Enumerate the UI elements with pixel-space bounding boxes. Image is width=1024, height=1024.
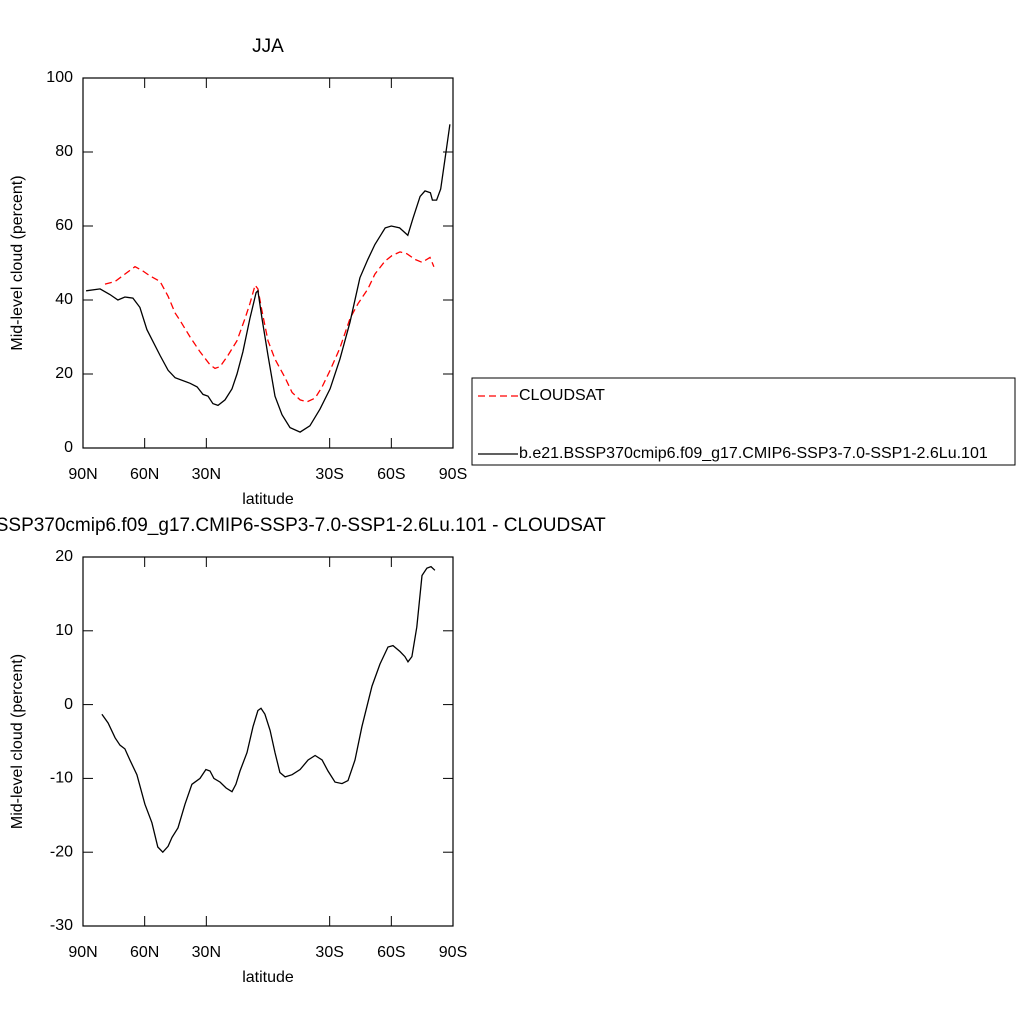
y-tick-label: 0 xyxy=(64,696,73,713)
y-tick-label: -30 xyxy=(50,917,73,934)
y-tick-label: 0 xyxy=(64,439,73,456)
x-tick-label: 90S xyxy=(439,466,467,483)
x-axis-label: latitude xyxy=(242,969,294,986)
y-axis-label: Mid-level cloud (percent) xyxy=(9,175,26,350)
x-tick-label: 60N xyxy=(130,944,159,961)
x-tick-label: 30S xyxy=(315,466,343,483)
series-line xyxy=(104,251,435,403)
series-line xyxy=(86,124,451,433)
y-tick-label: 20 xyxy=(55,365,73,382)
y-tick-label: 10 xyxy=(55,622,73,639)
x-tick-label: 60S xyxy=(377,466,405,483)
y-tick-label: 60 xyxy=(55,217,73,234)
chart-title: JJA xyxy=(252,36,284,57)
y-tick-label: 20 xyxy=(55,548,73,565)
plot-frame xyxy=(82,556,454,927)
x-tick-label: 60N xyxy=(130,466,159,483)
x-tick-label: 90N xyxy=(68,466,97,483)
y-tick-label: 40 xyxy=(55,291,73,308)
series-line xyxy=(101,565,436,854)
y-tick-label: 80 xyxy=(55,143,73,160)
y-tick-label: 100 xyxy=(46,69,73,86)
x-axis-label: latitude xyxy=(242,491,294,508)
legend-box xyxy=(471,377,1016,466)
x-tick-label: 90N xyxy=(68,944,97,961)
x-tick-label: 90S xyxy=(439,944,467,961)
x-tick-label: 60S xyxy=(377,944,405,961)
y-tick-label: -20 xyxy=(50,843,73,860)
x-tick-label: 30N xyxy=(192,944,221,961)
x-tick-label: 30S xyxy=(315,944,343,961)
legend-label: b.e21.BSSP370cmip6.f09_g17.CMIP6-SSP3-7.… xyxy=(519,445,988,462)
plot-frame xyxy=(82,77,454,449)
x-tick-label: 30N xyxy=(192,466,221,483)
chart-title: b.e21.BSSP370cmip6.f09_g17.CMIP6-SSP3-7.… xyxy=(0,515,606,536)
legend-label: CLOUDSAT xyxy=(519,387,605,404)
y-axis-label: Mid-level cloud (percent) xyxy=(9,654,26,829)
y-tick-label: -10 xyxy=(50,770,73,787)
